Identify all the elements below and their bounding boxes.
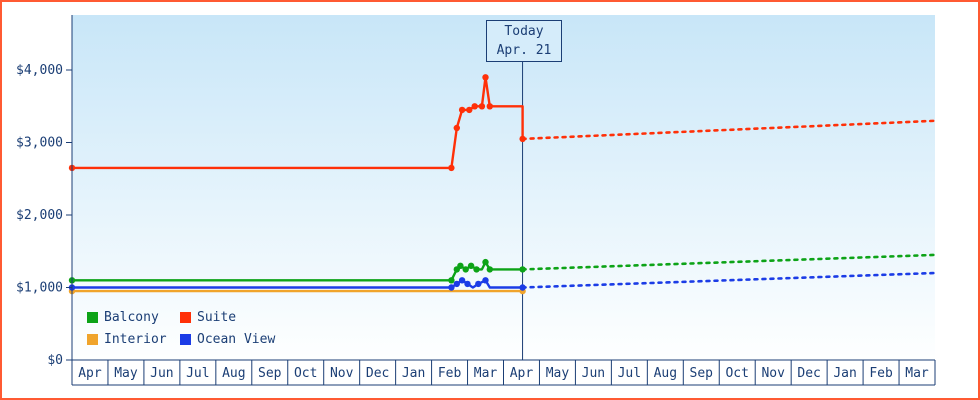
month-label: Feb [438,366,462,381]
month-label: Jun [582,366,605,381]
month-label: Nov [761,366,785,381]
y-tick-label: $3,000 [16,136,63,151]
legend-item-ocean-view: Ocean View [180,332,275,347]
month-label: Oct [294,366,317,381]
legend-item-interior: Interior [87,332,180,347]
month-label: Dec [797,366,820,381]
legend-item-balcony: Balcony [87,310,180,325]
month-label: Sep [690,366,714,381]
month-label: Aug [654,366,677,381]
month-label: Aug [222,366,245,381]
legend-label-ocean-view: Ocean View [197,332,276,347]
legend-label-interior: Interior [104,332,167,347]
y-tick-label: $2,000 [16,208,63,223]
month-label: Mar [474,366,498,381]
y-tick-label: $0 [47,353,63,368]
y-tick-label: $4,000 [16,63,63,78]
month-label: May [114,366,138,381]
month-label: Oct [725,366,748,381]
month-label: Jul [618,366,641,381]
month-label: Jan [402,366,425,381]
today-label: Today [504,24,544,39]
series-suite [68,74,937,172]
month-label: Nov [330,366,354,381]
month-label: Jan [833,366,856,381]
month-label: Sep [258,366,282,381]
legend-label-balcony: Balcony [104,310,159,325]
month-label: May [546,366,570,381]
month-label: Jul [186,366,209,381]
month-label: Apr [78,366,102,381]
month-label: Apr [510,366,534,381]
ocean-view-swatch-icon [180,334,191,345]
interior-swatch-icon [87,334,98,345]
series-balcony [68,253,937,284]
plot-background [72,15,935,360]
suite-swatch-icon [180,312,191,323]
balcony-swatch-icon [87,312,98,323]
legend-label-suite: Suite [197,310,237,325]
x-axis-month-strip: Apr May Jun Jul Aug Sep Oct Nov Dec Jan Feb Mar Apr M… [71,359,936,386]
y-tick-label: $1,000 [16,281,63,296]
legend: Balcony Suite Interior Ocean View [87,310,275,347]
month-label: Jun [150,366,173,381]
month-label: Feb [869,366,893,381]
month-label: Mar [905,366,929,381]
legend-item-suite: Suite [180,310,275,325]
y-axis: $0 $1,000 $2,000 $3,000 $4,000 [16,15,73,385]
month-label: Dec [366,366,389,381]
today-box: Today Apr. 21 [486,20,562,62]
today-date: Apr. 21 [496,43,552,58]
